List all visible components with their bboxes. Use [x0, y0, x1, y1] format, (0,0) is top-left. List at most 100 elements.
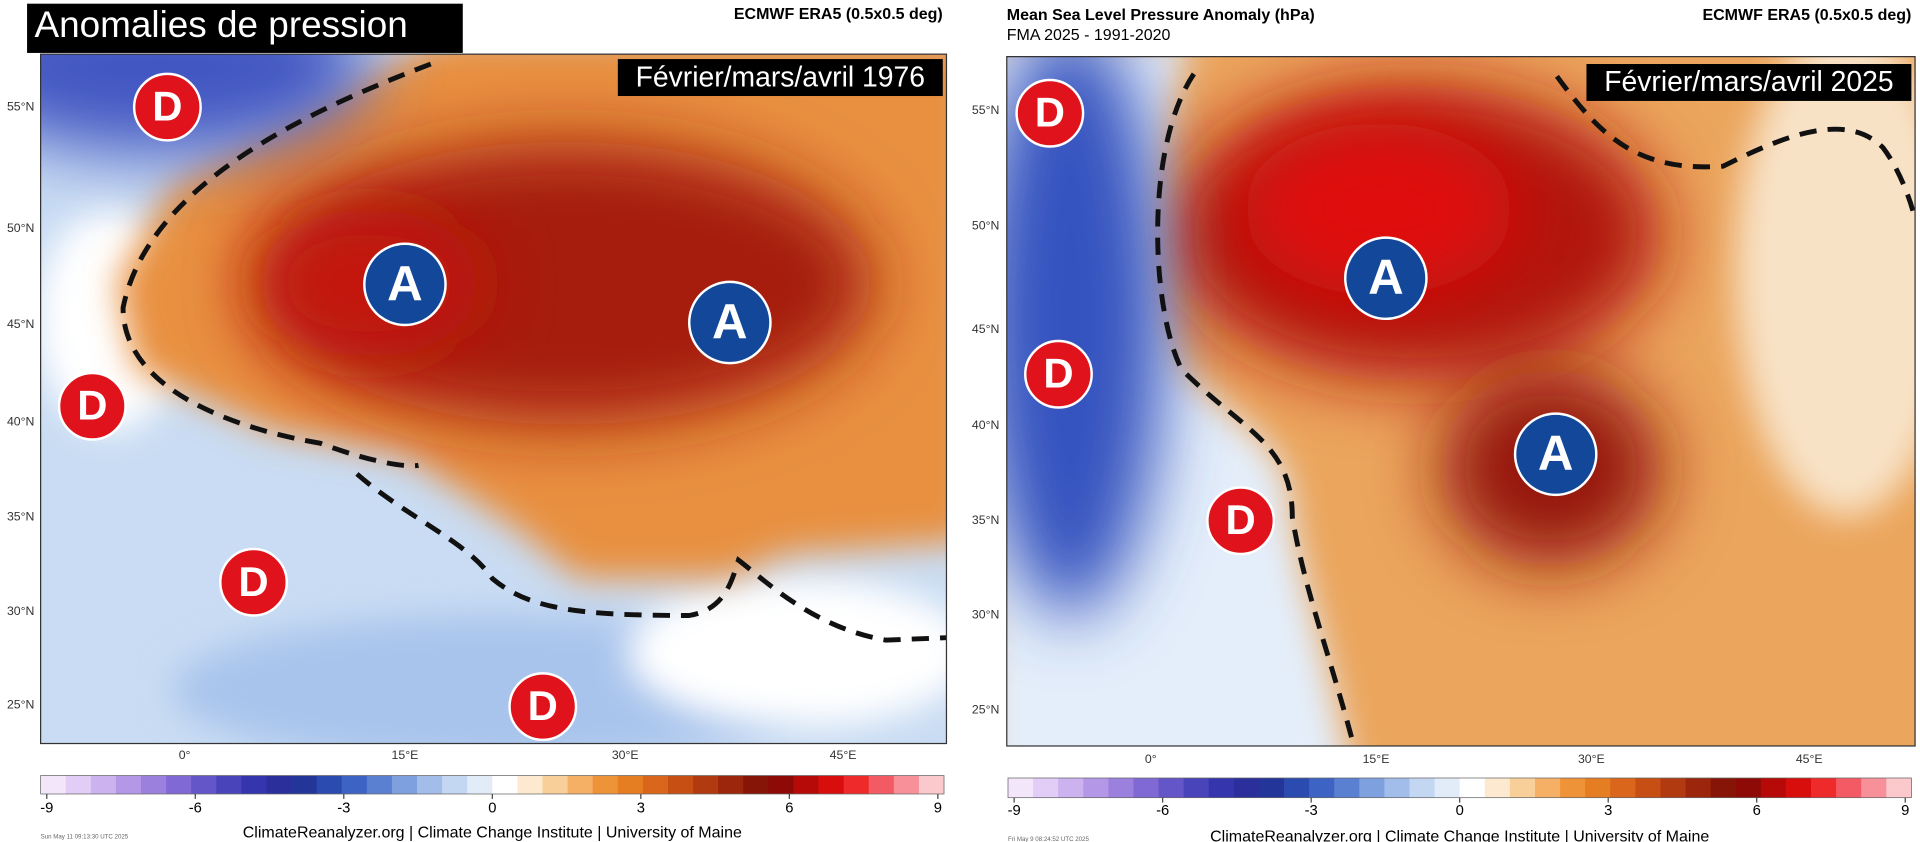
colorbar-tick-label: 3 [1604, 803, 1612, 819]
lat-label: 55°N [7, 99, 34, 113]
colorbar-swatch [567, 775, 594, 794]
colorbar-swatch [1660, 777, 1686, 798]
pressure-marker [1206, 486, 1276, 556]
marker-label: A [387, 256, 423, 311]
pressure-marker [688, 280, 772, 365]
colorbar-swatch [1635, 777, 1661, 798]
lat-label: 25°N [972, 703, 999, 717]
colorbar-swatch [1886, 777, 1912, 798]
colorbar-swatch [1258, 777, 1285, 798]
colorbar-swatch [1585, 777, 1611, 798]
pressure-marker [1015, 78, 1085, 148]
colorbar-swatch [1785, 777, 1812, 798]
period-label: Février/mars/avril 2025 [1604, 65, 1893, 97]
colorbar-swatch [442, 775, 468, 794]
colorbar-swatch [1183, 777, 1210, 798]
colorbar-swatch [1509, 777, 1536, 798]
colorbar-swatch [492, 775, 518, 794]
colorbar-swatch [191, 775, 217, 794]
colorbar-swatch [868, 775, 895, 794]
lon-label: 45°E [830, 748, 857, 762]
pressure-marker [57, 371, 127, 441]
marker-label: D [1226, 496, 1256, 543]
marker-label: A [1368, 250, 1404, 305]
colorbar-swatch [1309, 777, 1335, 798]
contour-line [120, 61, 947, 643]
colorbar-swatch [391, 775, 418, 794]
pressure-marker [508, 672, 578, 742]
colorbar-swatch [140, 775, 167, 794]
colorbar-swatch [1334, 777, 1360, 798]
colorbar-tick-label: 9 [1901, 803, 1909, 819]
colorbar-swatch [417, 775, 443, 794]
colorbar-swatch [1685, 777, 1712, 798]
colorbar-swatch [1158, 777, 1185, 798]
lon-label: 0° [1145, 752, 1157, 766]
timestamp: Fri May 9 08:24:52 UTC 2025 [1008, 836, 1089, 842]
pressure-marker [363, 242, 447, 327]
marker-label: D [1043, 350, 1073, 397]
colorbar-swatch [1384, 777, 1410, 798]
colorbar-swatch [1108, 777, 1134, 798]
colorbar-swatch [793, 775, 819, 794]
colorbar-swatch [1560, 777, 1586, 798]
period-box [1586, 64, 1912, 101]
lat-label: 55°N [972, 103, 999, 117]
colorbar-swatch [216, 775, 242, 794]
lon-label: 0° [179, 748, 191, 762]
lat-label: 30°N [972, 608, 999, 622]
colorbar-swatch [592, 775, 619, 794]
colorbar-swatch [241, 775, 267, 794]
marker-label: D [238, 558, 268, 605]
colorbar-swatch [768, 775, 794, 794]
marker-label: D [528, 682, 558, 729]
lat-label: 50°N [972, 219, 999, 233]
lat-label: 50°N [7, 221, 34, 235]
colorbar-swatch [718, 775, 744, 794]
lon-label: 15°E [392, 748, 419, 762]
colorbar-swatch [115, 775, 142, 794]
colorbar-tick-label: -9 [40, 801, 53, 817]
lat-label: 30°N [7, 604, 34, 618]
pressure-marker [1024, 339, 1093, 409]
colorbar-swatch [1058, 777, 1084, 798]
colorbar-swatch [517, 775, 543, 794]
lat-label: 45°N [972, 322, 999, 336]
colorbar-swatch [1735, 777, 1762, 798]
colorbar-swatch [1434, 777, 1461, 798]
colorbar-swatch [1534, 777, 1561, 798]
lat-label: 35°N [7, 509, 34, 523]
colorbar-tick-label: -6 [189, 801, 202, 817]
colorbar-swatch [1033, 777, 1059, 798]
colorbar-swatch [1083, 777, 1109, 798]
colorbar-swatch [818, 775, 844, 794]
colorbar-swatch [266, 775, 292, 794]
colorbar-tick-label: 3 [637, 801, 645, 817]
colorbar-swatch [1811, 777, 1837, 798]
colorbar-swatch [166, 775, 192, 794]
colorbar-swatch [1008, 777, 1034, 798]
lat-label: 40°N [7, 414, 34, 428]
map-frame [1006, 56, 1916, 747]
marker-label: D [77, 382, 107, 429]
colorbar-swatch [1359, 777, 1385, 798]
colorbar-swatch [341, 775, 368, 794]
map-frame [39, 53, 948, 745]
colorbar-swatch [693, 775, 719, 794]
colorbar-swatch [1459, 777, 1486, 798]
colorbar-tick-label: 9 [934, 801, 942, 817]
timestamp: Sun May 11 09:13:30 UTC 2025 [41, 834, 129, 841]
pressure-marker [1513, 412, 1598, 497]
lon-label: 45°E [1796, 752, 1823, 766]
panel-title: Anomalies de pression [34, 4, 407, 45]
colorbar-swatch [40, 775, 67, 794]
lon-label: 15°E [1363, 752, 1390, 766]
colorbar-swatch [642, 775, 669, 794]
period-label: Février/mars/avril 1976 [636, 60, 925, 92]
colorbar-swatch [667, 775, 694, 794]
colorbar-swatch [366, 775, 393, 794]
colorbar-tick-label: -3 [1305, 803, 1318, 819]
colorbar-swatch [1208, 777, 1235, 798]
panel-title: Mean Sea Level Pressure Anomaly (hPa) [1007, 7, 1315, 24]
